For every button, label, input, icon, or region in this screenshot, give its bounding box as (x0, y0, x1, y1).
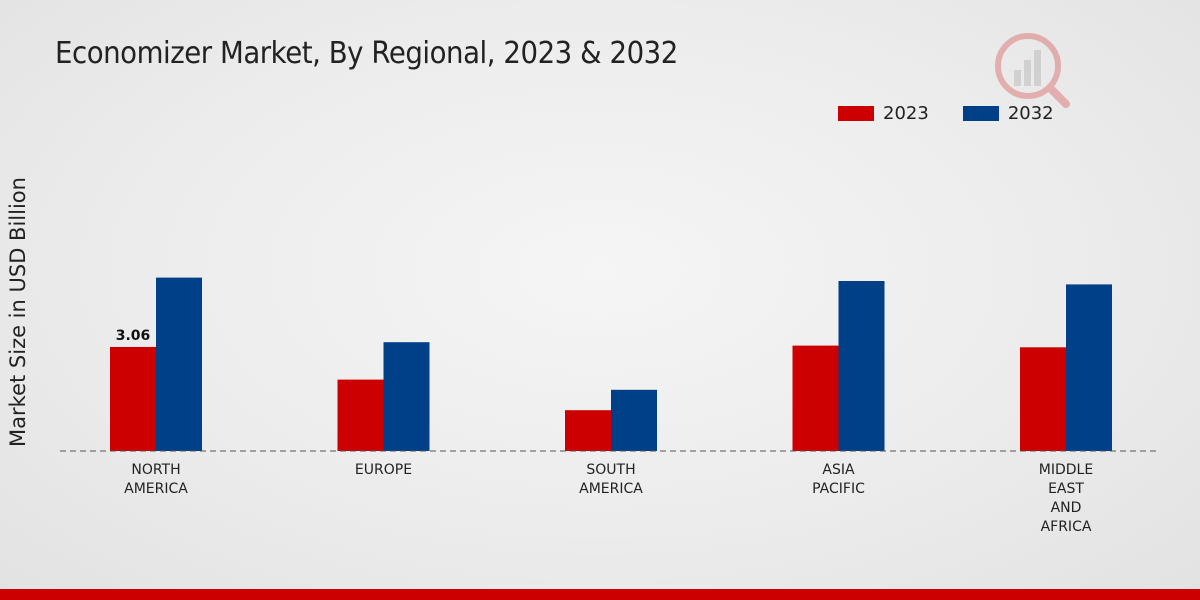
x-tick-labels: NORTH AMERICA EUROPE SOUTH AMERICA ASIA PACIFI… (124, 462, 1093, 535)
bar-2032-south-america[interactable] (611, 389, 657, 451)
legend-swatch-2023 (838, 106, 874, 121)
bar-2032-middle-east-and-africa[interactable] (1066, 284, 1112, 451)
x-tick-label-north-america: NORTH AMERICA (124, 462, 188, 497)
bar-2023-south-america[interactable] (565, 410, 611, 451)
legend-label-2023: 2023 (883, 103, 929, 124)
legend-item-2023[interactable]: 2023 (838, 103, 929, 124)
bar-2032-north-america[interactable] (156, 277, 202, 451)
x-tick-label-asia-pacific: ASIA PACIFIC (812, 462, 865, 497)
data-label-2023-0: 3.06 (116, 328, 151, 344)
bars-group (110, 277, 1112, 451)
bar-2023-europe[interactable] (337, 379, 384, 451)
bar-2023-north-america[interactable] (110, 346, 156, 451)
chart-legend: 2023 2032 (838, 103, 1088, 124)
bar-2023-asia-pacific[interactable] (792, 345, 839, 451)
bar-2032-europe[interactable] (383, 342, 430, 451)
data-labels: 3.06 (116, 328, 151, 344)
chart-title: Economizer Market, By Regional, 2023 & 2… (55, 36, 678, 71)
bar-2023-middle-east-and-africa[interactable] (1020, 347, 1066, 451)
x-tick-label-south-america: SOUTH AMERICA (579, 462, 643, 497)
footer-bar (0, 589, 1200, 600)
legend-label-2032: 2032 (1007, 103, 1054, 124)
legend-item-2032[interactable]: 2032 (962, 103, 1054, 124)
x-tick-label-europe: EUROPE (355, 462, 412, 478)
market-research-logo-icon (995, 33, 1070, 108)
x-tick-label-middle-east-and-africa: MIDDLE EAST AND AFRICA (1039, 462, 1093, 535)
bar-2032-asia-pacific[interactable] (838, 281, 885, 451)
legend-swatch-2032 (962, 106, 999, 121)
